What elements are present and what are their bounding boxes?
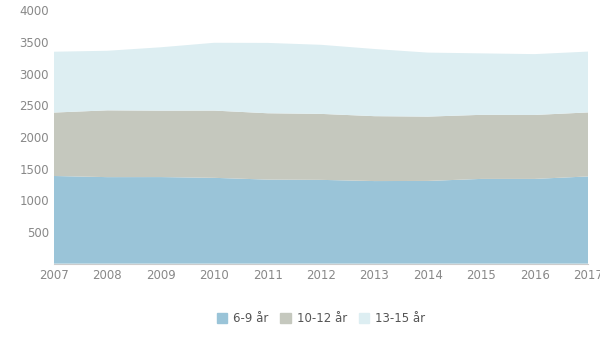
Legend: 6-9 år, 10-12 år, 13-15 år: 6-9 år, 10-12 år, 13-15 år [212,308,430,330]
